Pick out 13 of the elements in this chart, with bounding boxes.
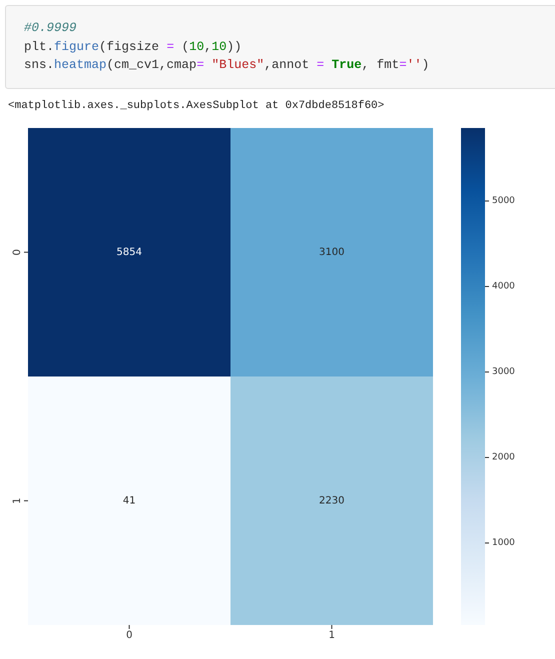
text: plt.figure(figsize = (10,10)) (24, 40, 242, 54)
data-label: 2230 (319, 495, 344, 506)
data-label: 3100 (319, 246, 344, 258)
data-label: 5854 (116, 246, 142, 258)
color-bar-label: 5000 (492, 196, 516, 206)
color-bar-label: 3000 (492, 367, 516, 378)
data-label: 41 (122, 495, 136, 506)
color-bar-label: 1000 (492, 538, 516, 548)
text: #0.9999 (24, 21, 77, 35)
color-bar-label: 2000 (492, 452, 516, 463)
text: <matplotlib.axes._subplots.AxesSubplot at 0x7dbde8518f60> (8, 99, 384, 113)
text: sns.heatmap(cm_cv1,cmap= "Blues",annot = True, fmt='') (24, 58, 430, 72)
color-bar-label: 4000 (492, 282, 516, 292)
